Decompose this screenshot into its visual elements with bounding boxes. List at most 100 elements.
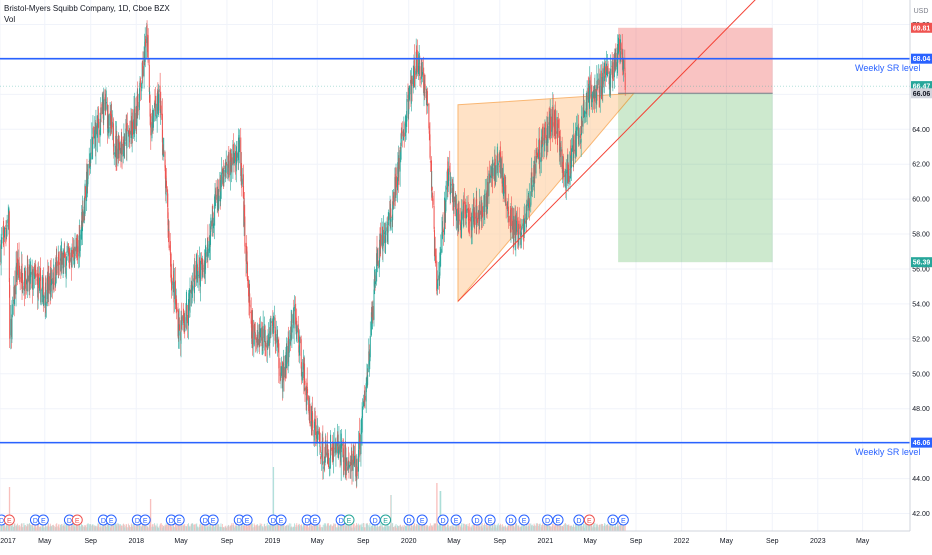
candle-body — [403, 132, 405, 137]
event-marker-earnings[interactable]: E — [552, 514, 564, 526]
candle-body — [614, 54, 616, 70]
volume-bar — [615, 526, 617, 531]
event-marker-earnings[interactable]: E — [416, 514, 428, 526]
candle-body — [11, 304, 13, 318]
drawing-lines[interactable] — [0, 0, 910, 444]
candle-body — [621, 48, 623, 55]
volume-bar — [557, 525, 559, 531]
event-marker-earnings[interactable]: E — [380, 514, 392, 526]
volume-bar — [479, 526, 481, 531]
candle-body — [525, 219, 527, 224]
candle-body — [52, 278, 54, 284]
event-marker-dividend[interactable]: D — [505, 514, 517, 526]
volume-bar — [508, 525, 510, 531]
volume-bar — [542, 523, 544, 531]
event-marker-earnings[interactable]: E — [617, 514, 629, 526]
event-marker-earnings[interactable]: E — [484, 514, 496, 526]
candle-body — [257, 334, 259, 341]
event-marker-earnings[interactable]: E — [139, 514, 151, 526]
event-marker-dividend[interactable]: D — [471, 514, 483, 526]
candle-body — [288, 338, 290, 353]
candle-body — [306, 386, 308, 405]
event-marker-earnings[interactable]: E — [207, 514, 219, 526]
candle-body — [28, 275, 30, 282]
event-marker-dividend[interactable]: D — [573, 514, 585, 526]
event-marker-dividend[interactable]: D — [369, 514, 381, 526]
marker-letter: E — [522, 518, 527, 525]
chart-title[interactable]: Bristol-Myers Squibb Company, 1D, Cboe B… — [4, 4, 170, 13]
event-marker-earnings[interactable]: E — [71, 514, 83, 526]
candle-body — [309, 406, 311, 427]
candle-body — [94, 129, 96, 138]
candle-body — [104, 103, 106, 105]
candle-body — [582, 107, 584, 127]
candle-body — [220, 172, 222, 188]
marker-letter: D — [237, 518, 242, 525]
candle-body — [144, 41, 146, 62]
event-marker-dividend[interactable]: D — [165, 514, 177, 526]
volume-bar — [6, 525, 8, 531]
volume-bar — [597, 525, 599, 531]
volume-bar — [275, 523, 277, 531]
event-marker-earnings[interactable]: E — [309, 514, 321, 526]
price-tick-label: 54.00 — [912, 301, 930, 308]
volume-bar — [71, 523, 73, 531]
event-marker-dividend[interactable]: D — [403, 514, 415, 526]
volume-bar — [260, 524, 262, 531]
marker-circle — [241, 514, 253, 526]
event-marker-dividend[interactable]: D — [301, 514, 313, 526]
marker-letter: E — [488, 518, 493, 525]
candle-body — [376, 253, 378, 282]
candle-body — [147, 35, 149, 63]
candle-body — [34, 268, 36, 276]
candle-body — [498, 165, 500, 167]
event-marker-earnings[interactable]: E — [583, 514, 595, 526]
candle-body — [489, 175, 491, 178]
volume-bar — [66, 523, 68, 531]
volume-legend[interactable]: Vol — [4, 15, 16, 24]
candle-body — [525, 221, 527, 223]
candle-body — [327, 453, 329, 467]
drawing-layer[interactable] — [457, 27, 773, 303]
event-marker-dividend[interactable]: D — [607, 514, 619, 526]
event-marker-earnings[interactable]: E — [3, 514, 15, 526]
time-tick-label: Sep — [84, 538, 97, 545]
event-marker-earnings[interactable]: E — [343, 514, 355, 526]
candle-body — [65, 267, 67, 276]
event-marker-earnings[interactable]: E — [105, 514, 117, 526]
candle-body — [413, 75, 415, 78]
candle-body — [90, 152, 92, 164]
candle-body — [473, 207, 475, 225]
candle-body — [497, 154, 499, 163]
candle-body — [224, 169, 226, 173]
candle-body — [105, 102, 107, 104]
candle-body — [17, 258, 19, 276]
candle-body — [70, 255, 72, 266]
candle-body — [387, 221, 389, 233]
event-marker-earnings[interactable]: E — [450, 514, 462, 526]
candle-body — [143, 51, 145, 77]
marker-letter: E — [313, 518, 318, 525]
candle-body — [563, 168, 565, 178]
volume-bar — [176, 523, 178, 531]
candle-body — [460, 223, 462, 232]
candle-body — [168, 228, 170, 232]
event-marker-dividend[interactable]: D — [437, 514, 449, 526]
event-marker-earnings[interactable]: E — [518, 514, 530, 526]
candle-body — [397, 177, 399, 191]
volume-bar — [385, 525, 387, 531]
event-marker-earnings[interactable]: E — [241, 514, 253, 526]
candle-body — [251, 340, 253, 342]
event-marker-earnings[interactable]: E — [173, 514, 185, 526]
volume-bar — [591, 527, 593, 531]
event-marker-dividend[interactable]: D — [542, 514, 554, 526]
event-marker-earnings[interactable]: E — [275, 514, 287, 526]
candle-body — [297, 324, 299, 333]
event-marker-earnings[interactable]: E — [37, 514, 49, 526]
marker-letter: D — [67, 518, 72, 525]
candle-body — [448, 168, 450, 181]
